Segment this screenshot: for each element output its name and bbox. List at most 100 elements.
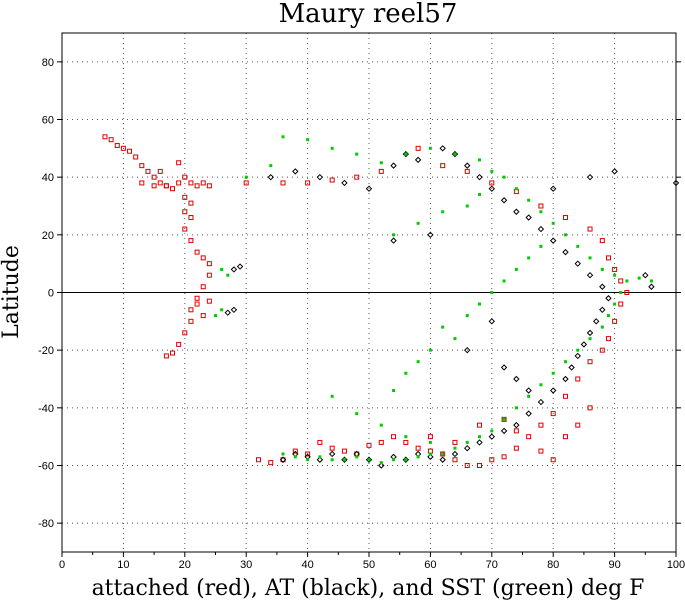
data-point [514,406,518,410]
data-point [416,455,420,459]
data-point [182,194,188,200]
data-point [188,180,194,186]
data-point [500,427,508,435]
data-point [605,255,611,261]
data-point [120,145,126,151]
x-axis-ticks: 0 10 20 30 40 50 60 70 80 90 100 [59,552,685,571]
data-point [329,177,335,183]
data-point [539,383,543,387]
y-tick-label: 80 [42,57,54,69]
data-point [525,214,532,221]
series-1 [224,145,680,469]
data-point [404,371,408,375]
data-point [163,183,169,189]
data-point [490,291,494,294]
data-point [489,457,495,463]
data-point [306,138,310,142]
y-axis-ticks: -80 -60 -40 -20 0 20 40 60 80 [38,57,681,530]
data-point [188,307,194,313]
data-point [451,150,459,158]
data-point [145,168,151,174]
data-point [428,440,432,444]
data-point [200,255,206,261]
data-point [182,209,188,215]
data-point [478,192,482,196]
data-point [176,341,182,347]
data-point [538,203,544,209]
data-point [551,371,555,375]
data-point [550,457,556,463]
data-point [574,352,581,360]
data-point [214,314,217,318]
data-point [194,295,200,301]
data-point [200,313,206,319]
data-point [188,238,194,244]
data-point [188,318,194,324]
data-point [526,434,532,440]
data-point [490,169,494,173]
data-point [414,156,422,164]
data-point [477,422,483,428]
data-point [367,458,371,462]
data-point [476,439,483,446]
data-point [224,309,231,316]
data-point [415,145,421,151]
data-point [588,337,592,341]
data-point [539,244,543,248]
data-point [562,434,568,440]
data-point [402,456,410,463]
data-point [514,187,518,191]
data-point [428,146,432,150]
x-tick-label: 100 [667,559,685,571]
data-point [587,405,593,411]
data-point [440,451,446,457]
data-point [182,226,188,232]
data-point [587,359,593,365]
data-point [513,428,519,434]
data-point [200,180,206,186]
data-point [127,148,133,154]
data-point [478,302,482,306]
data-point [163,183,169,189]
data-point [194,301,200,307]
data-point [280,180,286,186]
data-point [500,197,508,204]
data-point [404,152,408,156]
data-point [562,375,569,383]
x-tick-label: 10 [117,559,129,571]
data-point [330,458,334,462]
data-point [366,442,372,448]
data-point [170,350,176,356]
data-point [316,456,324,463]
data-point [441,452,445,456]
data-point [465,314,469,318]
data-point [525,387,532,394]
data-point [341,448,347,454]
data-point [538,448,544,454]
x-tick-label: 0 [59,559,65,571]
data-point [279,456,287,463]
data-point [139,163,145,169]
x-tick-label: 20 [179,559,191,571]
data-point [244,175,248,179]
data-point [599,283,606,290]
data-point [587,226,593,232]
data-point [378,168,384,174]
data-point [537,398,545,406]
x-tick-label: 40 [301,559,313,571]
data-point [451,450,459,458]
data-point [170,186,176,192]
data-point [182,174,188,180]
data-point [200,284,206,290]
data-point [488,318,496,325]
data-point [441,325,445,329]
data-point [330,146,334,150]
data-point [527,198,531,202]
data-point [580,341,588,348]
data-point [568,364,575,371]
data-point [562,248,569,256]
data-point [514,267,518,271]
data-point [379,423,383,427]
data-point [318,455,322,459]
data-point [108,137,114,143]
